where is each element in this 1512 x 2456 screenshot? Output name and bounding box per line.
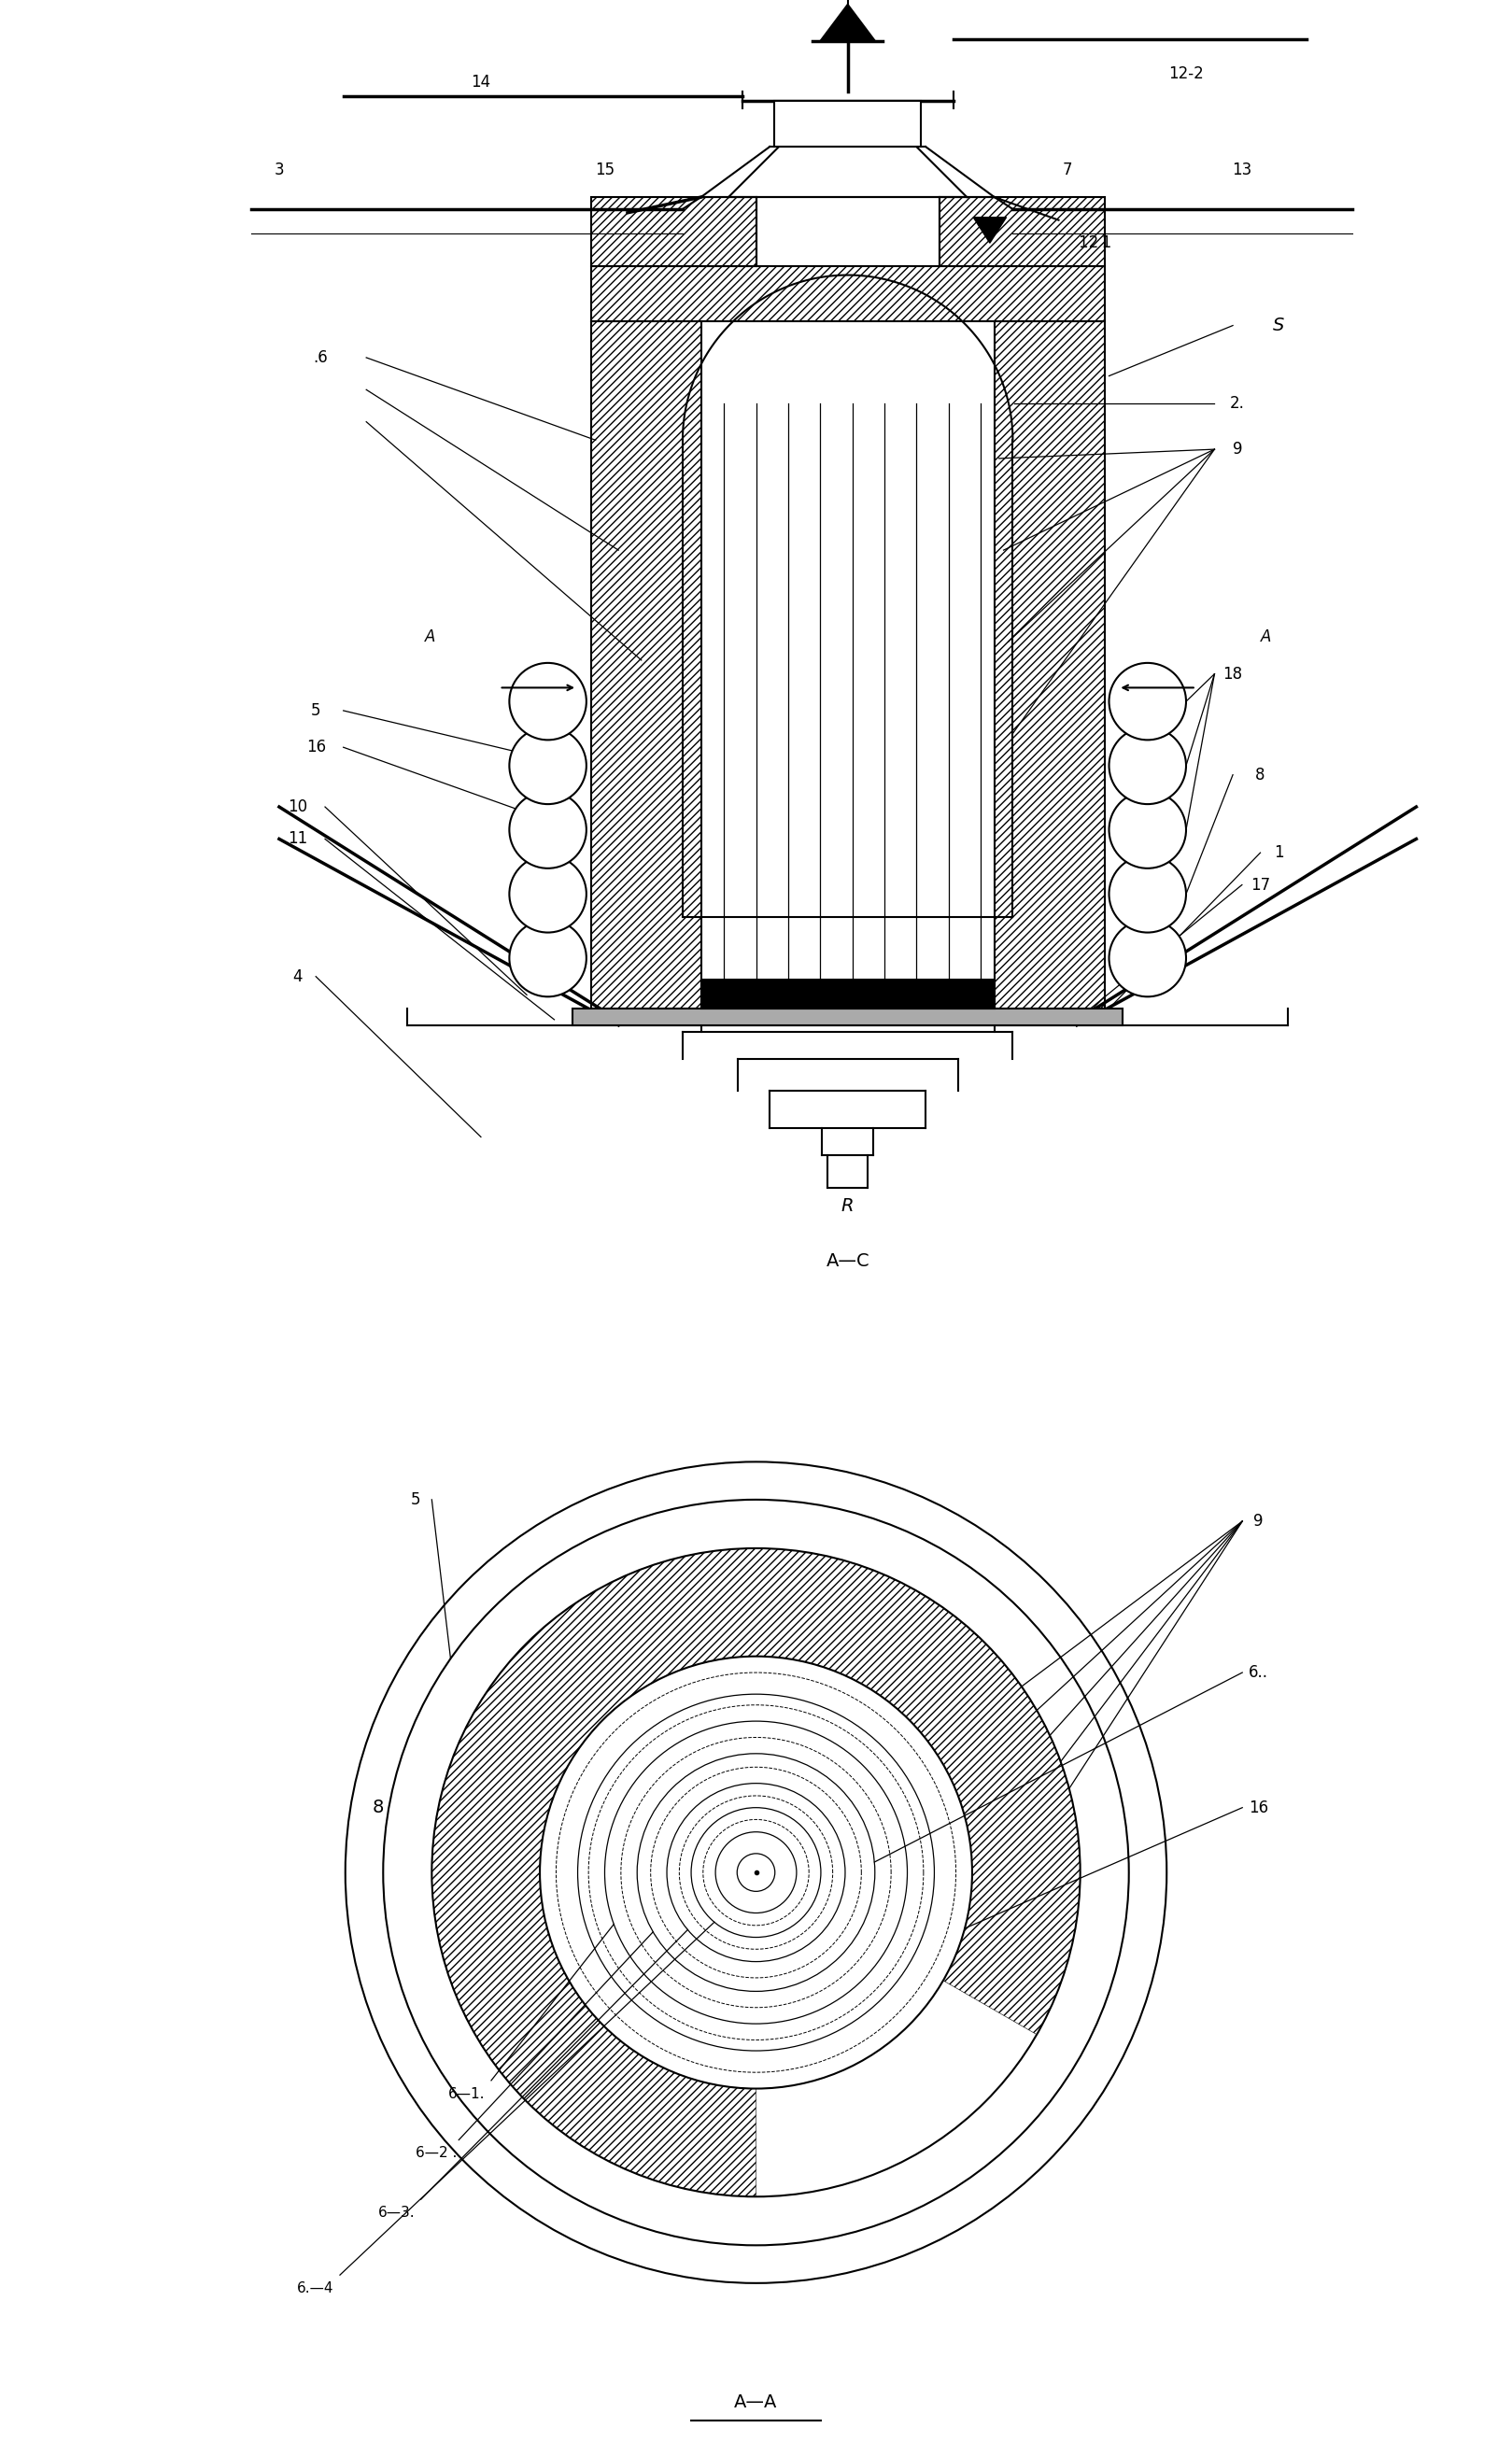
Bar [591, 322, 702, 1009]
Circle shape [510, 663, 587, 739]
Polygon shape [820, 5, 875, 42]
Circle shape [510, 791, 587, 869]
Circle shape [510, 727, 587, 803]
Polygon shape [974, 216, 1007, 243]
Text: 18: 18 [1223, 666, 1243, 683]
Circle shape [605, 1722, 907, 2024]
Text: 9: 9 [1253, 1513, 1264, 1530]
Circle shape [715, 1832, 797, 1913]
Text: 16: 16 [305, 739, 325, 756]
Bar [591, 322, 702, 1009]
Bar [702, 980, 995, 1009]
Circle shape [1108, 727, 1185, 803]
Circle shape [637, 1754, 875, 1992]
Text: 12 1: 12 1 [1080, 236, 1111, 251]
Text: 6.—4: 6.—4 [296, 2282, 334, 2296]
Bar [995, 322, 1104, 1009]
Text: 11: 11 [287, 830, 307, 847]
Bar [591, 265, 1104, 322]
Text: 1: 1 [1273, 845, 1284, 862]
Text: T: T [842, 25, 853, 42]
Text: 2.: 2. [1229, 395, 1244, 413]
Text: 16: 16 [1249, 1800, 1269, 1815]
Text: 6..: 6.. [1249, 1665, 1269, 1680]
Circle shape [1108, 663, 1185, 739]
Text: A: A [425, 629, 435, 646]
Circle shape [1108, 855, 1185, 933]
Text: 12-2: 12-2 [1169, 64, 1204, 81]
Circle shape [691, 1808, 821, 1938]
Text: 6—1.: 6—1. [448, 2088, 485, 2100]
Text: 9: 9 [1232, 442, 1243, 457]
Circle shape [667, 1783, 845, 1962]
Text: 6—3.: 6—3. [378, 2205, 414, 2220]
Bar [995, 322, 1104, 1009]
Bar [573, 1009, 1123, 1024]
Circle shape [578, 1695, 934, 2051]
Bar [591, 196, 756, 265]
Text: 17: 17 [1250, 877, 1270, 894]
Text: A: A [1261, 629, 1272, 646]
Text: 10: 10 [287, 798, 307, 815]
Text: R: R [841, 1196, 854, 1216]
Text: 3: 3 [274, 162, 284, 177]
Circle shape [510, 855, 587, 933]
Text: A—A: A—A [735, 2392, 777, 2412]
Bar [939, 196, 1104, 265]
Circle shape [510, 919, 587, 997]
Circle shape [383, 1501, 1129, 2245]
Text: 14: 14 [472, 74, 491, 91]
Text: 5: 5 [311, 702, 321, 720]
Bar [591, 196, 756, 265]
Text: 4: 4 [293, 968, 302, 985]
Circle shape [1108, 791, 1185, 869]
Wedge shape [432, 1547, 1080, 2196]
Text: 15: 15 [594, 162, 614, 177]
Text: 6—2 .: 6—2 . [416, 2147, 457, 2161]
Text: 8: 8 [1255, 766, 1266, 783]
Text: 13: 13 [1232, 162, 1252, 177]
Bar [591, 265, 1104, 322]
Text: 5: 5 [411, 1491, 420, 1508]
Circle shape [345, 1461, 1167, 2284]
Circle shape [1108, 919, 1185, 997]
Text: A—C: A—C [826, 1253, 869, 1270]
Text: 7: 7 [1063, 162, 1072, 177]
Text: 8: 8 [372, 1798, 384, 1817]
Text: S: S [1273, 317, 1285, 334]
Text: .6: .6 [313, 349, 328, 366]
Bar [939, 196, 1104, 265]
Bar [774, 101, 921, 147]
Circle shape [736, 1854, 776, 1891]
